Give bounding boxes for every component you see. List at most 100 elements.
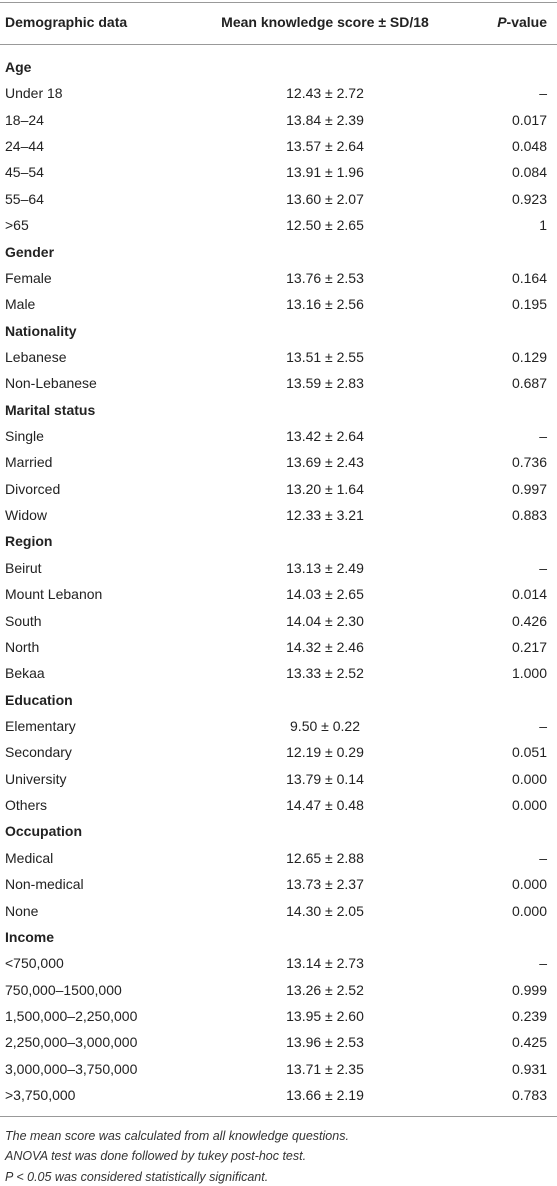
cell: 0.783 [511, 1087, 547, 1104]
cell: 13.13 ± 2.49 [286, 559, 364, 576]
group-title: Age [5, 59, 32, 75]
cell: 24–44 [5, 138, 44, 155]
cell: 12.50 ± 2.65 [286, 217, 364, 234]
cell: Elementary [5, 718, 76, 734]
cell: 13.76 ± 2.53 [286, 269, 364, 286]
group-title: Gender [5, 243, 55, 260]
cell: 9.50 ± 0.22 [290, 718, 360, 734]
cell: 1 [539, 217, 547, 234]
rule [0, 44, 557, 45]
cell: Bekaa [5, 665, 45, 682]
group-title: Marital status [5, 401, 96, 418]
cell: 0.014 [511, 586, 547, 603]
cell: Single [5, 428, 44, 445]
cell: 2,250,000–3,000,000 [5, 1034, 138, 1051]
cell: 13.79 ± 0.14 [286, 770, 364, 787]
cell: None [5, 902, 39, 919]
group-title: Income [5, 928, 55, 945]
cell: Widow [5, 507, 48, 524]
cell: 0.195 [511, 296, 547, 313]
cell: 12.19 ± 0.29 [286, 744, 364, 761]
cell: University [5, 770, 67, 787]
cell: – [539, 428, 547, 445]
cell: 45–54 [5, 164, 44, 181]
cell: 0.000 [511, 770, 547, 787]
cell: 0.426 [511, 612, 547, 629]
cell: – [539, 559, 547, 576]
cell: 12.33 ± 3.21 [286, 507, 364, 524]
cell: Male [5, 296, 36, 313]
cell: 0.000 [511, 876, 547, 893]
cell: 0.048 [511, 138, 547, 155]
cell: 0.017 [511, 111, 547, 128]
cell: – [539, 849, 547, 866]
cell: <750,000 [5, 955, 64, 972]
cell: 0.999 [511, 981, 547, 998]
cell: 0.687 [511, 375, 547, 392]
cell: 0.217 [511, 638, 547, 655]
cell: 14.47 ± 0.48 [286, 797, 364, 814]
cell: South [5, 612, 42, 629]
cell: – [539, 85, 547, 102]
footnote: ANOVA test was done followed by tukey po… [5, 1149, 307, 1163]
cell: 13.26 ± 2.52 [286, 981, 364, 998]
cell: 13.33 ± 2.52 [286, 665, 364, 682]
cell: 13.57 ± 2.64 [286, 138, 364, 155]
header-text: -value [506, 14, 547, 30]
cell: 13.95 ± 2.60 [286, 1007, 364, 1024]
cell: 14.03 ± 2.65 [286, 586, 364, 603]
footnote: P < 0.05 was considered statistically si… [5, 1170, 269, 1184]
cell: 0.084 [511, 164, 547, 181]
header-cell: Mean knowledge score ± SD/18 [221, 14, 429, 30]
cell: 13.14 ± 2.73 [286, 955, 364, 972]
cell: 0.164 [511, 269, 547, 286]
cell: 13.20 ± 1.64 [286, 480, 364, 497]
cell: 13.91 ± 1.96 [286, 164, 364, 181]
cell: 1,500,000–2,250,000 [5, 1007, 138, 1024]
cell: Lebanese [5, 348, 67, 365]
cell: 0.736 [511, 454, 547, 471]
cell: 0.000 [511, 797, 547, 814]
header-italic: P [497, 14, 507, 30]
cell: Beirut [5, 559, 42, 576]
group-title: Nationality [5, 322, 77, 339]
cell: 0.129 [511, 348, 547, 365]
rule [0, 2, 557, 3]
cell: 18–24 [5, 111, 44, 128]
cell: 12.65 ± 2.88 [286, 849, 364, 866]
cell: 0.051 [511, 744, 547, 761]
cell: 13.51 ± 2.55 [286, 348, 364, 365]
cell: Mount Lebanon [5, 586, 103, 603]
cell: 0.997 [511, 480, 547, 497]
cell: Non-Lebanese [5, 375, 97, 392]
cell: Others [5, 797, 48, 814]
cell: 13.66 ± 2.19 [286, 1087, 364, 1104]
cell: North [5, 638, 40, 655]
cell: 13.73 ± 2.37 [286, 876, 364, 893]
cell: 13.71 ± 2.35 [286, 1060, 364, 1077]
cell: >65 [5, 217, 29, 234]
cell: Secondary [5, 744, 72, 761]
cell: Female [5, 269, 52, 286]
cell: 13.42 ± 2.64 [286, 428, 364, 445]
cell: Under 18 [5, 85, 63, 102]
cell: 0.000 [511, 902, 547, 919]
cell: 1.000 [511, 665, 547, 682]
cell: 13.16 ± 2.56 [286, 296, 364, 313]
header-cell: Demographic data [5, 14, 128, 30]
header-cell: P-value [497, 13, 547, 31]
cell: 0.425 [511, 1034, 547, 1051]
cell: Divorced [5, 480, 61, 497]
cell: 13.69 ± 2.43 [286, 454, 364, 471]
cell: 0.883 [511, 507, 547, 524]
group-title: Education [5, 691, 73, 708]
cell: 12.43 ± 2.72 [286, 85, 364, 102]
cell: Non-medical [5, 876, 84, 893]
cell: 750,000–1500,000 [5, 981, 122, 998]
group-title: Region [5, 533, 53, 550]
footnote: The mean score was calculated from all k… [5, 1129, 349, 1143]
cell: – [539, 955, 547, 972]
cell: 13.96 ± 2.53 [286, 1034, 364, 1051]
cell: 13.60 ± 2.07 [286, 190, 364, 207]
